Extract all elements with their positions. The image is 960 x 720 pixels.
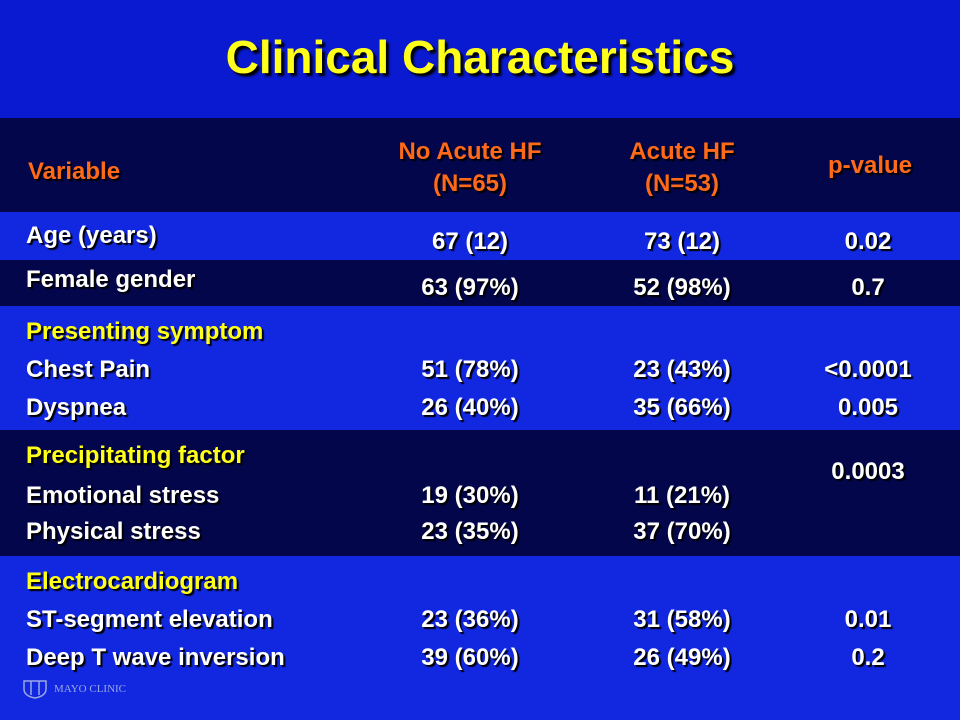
cell-p-value: <0.0001 (824, 356, 912, 383)
row-label: Dyspnea (26, 394, 127, 421)
cell-no-acute-hf: 63 (97%) (421, 274, 519, 301)
cell-no-acute-hf: 23 (36%) (421, 606, 519, 633)
cell-acute-hf: 11 (21%) (633, 482, 731, 509)
row-label: Chest Pain (26, 356, 151, 383)
cell-p-value: 0.0003 (831, 458, 905, 485)
table-group-precipitating-factor: Precipitating factor 0.0003 Emotional st… (0, 430, 960, 556)
cell-p-value: 0.7 (851, 274, 885, 301)
cell-no-acute-hf: 19 (30%) (421, 482, 519, 509)
cell-p-value: 0.2 (851, 644, 885, 671)
header-acute-hf-n: (N=53) (644, 170, 720, 197)
group-heading: Presenting symptom (26, 318, 264, 345)
header-p-value: p-value (827, 152, 913, 179)
mayo-clinic-logo: MAYO CLINIC (22, 678, 126, 700)
cell-p-value: 0.02 (844, 228, 892, 255)
table-group-presenting-symptom: Presenting symptom Chest Pain 51 (78%) 2… (0, 306, 960, 430)
cell-acute-hf: 52 (98%) (633, 274, 731, 301)
mayo-shield-icon (23, 680, 47, 699)
table-header-row: Variable No Acute HF (N=65) Acute HF (N=… (0, 118, 960, 212)
table-row-female: Female gender 63 (97%) 52 (98%) 0.7 (0, 260, 960, 306)
header-no-acute-hf-n: (N=65) (432, 170, 508, 197)
slide-title: Clinical Characteristics (225, 31, 735, 83)
row-label: ST-segment elevation (26, 606, 273, 633)
group-heading: Electrocardiogram (26, 568, 239, 595)
row-label: Deep T wave inversion (26, 644, 285, 671)
header-variable: Variable (28, 158, 121, 185)
cell-no-acute-hf: 26 (40%) (421, 394, 519, 421)
cell-p-value: 0.005 (837, 394, 899, 421)
table-row-age: Age (years) 67 (12) 73 (12) 0.02 (0, 212, 960, 260)
cell-no-acute-hf: 23 (35%) (421, 518, 519, 545)
row-label: Emotional stress (26, 482, 220, 509)
logo-text: MAYO CLINIC (54, 683, 127, 695)
row-label: Age (years) (26, 222, 157, 249)
cell-acute-hf: 31 (58%) (633, 606, 731, 633)
cell-acute-hf: 23 (43%) (633, 356, 731, 383)
cell-acute-hf: 26 (49%) (633, 644, 731, 671)
header-no-acute-hf: No Acute HF (398, 138, 542, 165)
cell-no-acute-hf: 67 (12) (431, 228, 509, 255)
group-heading: Precipitating factor (26, 442, 245, 469)
cell-no-acute-hf: 51 (78%) (421, 356, 519, 383)
cell-acute-hf: 35 (66%) (633, 394, 731, 421)
row-label: Physical stress (26, 518, 201, 545)
cell-acute-hf: 73 (12) (643, 228, 721, 255)
row-label: Female gender (26, 266, 196, 293)
header-acute-hf: Acute HF (629, 138, 735, 165)
cell-no-acute-hf: 39 (60%) (421, 644, 519, 671)
table-group-electrocardiogram: Electrocardiogram ST-segment elevation 2… (0, 556, 960, 720)
cell-p-value: 0.01 (844, 606, 892, 633)
cell-acute-hf: 37 (70%) (633, 518, 731, 545)
